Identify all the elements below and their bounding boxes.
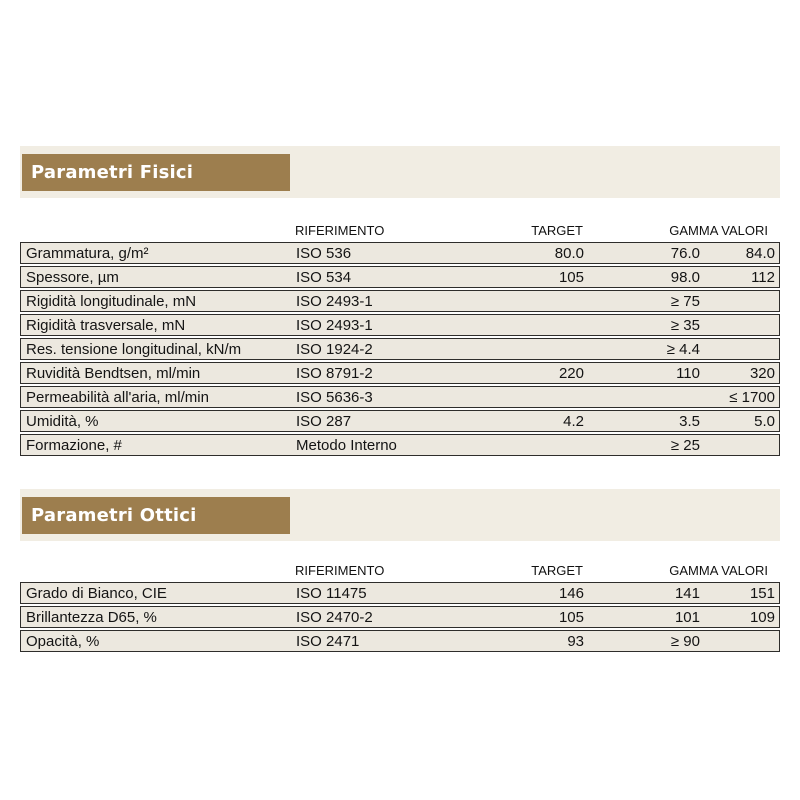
column-header-target: TARGET [531,223,583,238]
cell-gamma-min: 101 [674,608,700,626]
cell-riferimento: ISO 2493-1 [296,316,373,334]
table-row: Formazione, # Metodo Interno ≥ 25 [20,434,780,456]
cell-gamma-min: ≥ 4.4 [666,340,700,358]
section-title-fisici: Parametri Fisici [31,162,194,183]
cell-gamma-max: 109 [749,608,775,626]
cell-target: 80.0 [554,244,584,262]
column-header-gamma-valori: GAMMA VALORI [669,223,768,238]
cell-parameter: Ruvidità Bendtsen, ml/min [26,364,201,382]
cell-riferimento: ISO 11475 [296,584,367,602]
cell-gamma-min: 76.0 [670,244,700,262]
cell-parameter: Permeabilità all'aria, ml/min [26,388,209,406]
table-header-row-fisici: RIFERIMENTO TARGET GAMMA VALORI [20,220,780,238]
cell-parameter: Umidità, % [26,412,99,430]
cell-gamma-min: 3.5 [679,412,700,430]
section-title-bar-ottici: Parametri Ottici [22,497,290,534]
column-header-gamma-valori: GAMMA VALORI [669,563,768,578]
cell-gamma-min: 110 [676,364,700,382]
table-row: Grado di Bianco, CIE ISO 11475 146 141 1… [20,582,780,604]
cell-parameter: Res. tensione longitudinal, kN/m [26,340,242,358]
cell-riferimento: ISO 2493-1 [296,292,373,310]
cell-riferimento: ISO 1924-2 [296,340,373,358]
column-header-riferimento: RIFERIMENTO [295,563,385,578]
cell-gamma-max: 320 [749,364,775,382]
cell-gamma-min: ≥ 25 [670,436,700,454]
section-title-ottici: Parametri Ottici [31,505,197,526]
cell-target: 220 [558,364,584,382]
table-row: Rigidità longitudinale, mN ISO 2493-1 ≥ … [20,290,780,312]
table-fisici: Grammatura, g/m² ISO 536 80.0 76.0 84.0 … [20,242,780,458]
table-ottici: Grado di Bianco, CIE ISO 11475 146 141 1… [20,582,780,654]
cell-gamma-max: 5.0 [754,412,775,430]
cell-parameter: Formazione, # [26,436,122,454]
table-row: Grammatura, g/m² ISO 536 80.0 76.0 84.0 [20,242,780,264]
cell-riferimento: ISO 2471 [296,632,360,650]
table-row: Res. tensione longitudinal, kN/m ISO 192… [20,338,780,360]
table-row: Permeabilità all'aria, ml/min ISO 5636-3… [20,386,780,408]
cell-riferimento: ISO 8791-2 [296,364,373,382]
cell-riferimento: ISO 534 [296,268,352,286]
cell-parameter: Spessore, µm [26,268,119,286]
cell-parameter: Brillantezza D65, % [26,608,157,626]
table-row: Rigidità trasversale, mN ISO 2493-1 ≥ 35 [20,314,780,336]
cell-gamma-max: 112 [751,268,775,286]
cell-target: 146 [558,584,584,602]
cell-gamma-max: 84.0 [745,244,775,262]
cell-gamma-min: 141 [674,584,700,602]
table-row: Brillantezza D65, % ISO 2470-2 105 101 1… [20,606,780,628]
cell-parameter: Grado di Bianco, CIE [26,584,167,602]
cell-gamma-max: ≤ 1700 [729,388,775,406]
cell-gamma-min: ≥ 35 [670,316,700,334]
cell-target: 4.2 [563,412,584,430]
section-title-bar-fisici: Parametri Fisici [22,154,290,191]
table-row: Spessore, µm ISO 534 105 98.0 112 [20,266,780,288]
table-row: Umidità, % ISO 287 4.2 3.5 5.0 [20,410,780,432]
cell-target: 93 [567,632,584,650]
cell-parameter: Grammatura, g/m² [26,244,149,262]
cell-riferimento: ISO 536 [296,244,352,262]
cell-target: 105 [558,268,584,286]
cell-target: 105 [558,608,584,626]
cell-riferimento: ISO 2470-2 [296,608,373,626]
column-header-riferimento: RIFERIMENTO [295,223,385,238]
cell-gamma-min: 98.0 [670,268,700,286]
cell-gamma-max: 151 [749,584,775,602]
cell-parameter: Rigidità trasversale, mN [26,316,186,334]
cell-riferimento: Metodo Interno [296,436,397,454]
cell-gamma-min: ≥ 75 [670,292,700,310]
table-row: Opacità, % ISO 2471 93 ≥ 90 [20,630,780,652]
table-header-row-ottici: RIFERIMENTO TARGET GAMMA VALORI [20,560,780,578]
cell-parameter: Rigidità longitudinale, mN [26,292,197,310]
column-header-target: TARGET [531,563,583,578]
table-row: Ruvidità Bendtsen, ml/min ISO 8791-2 220… [20,362,780,384]
cell-gamma-min: ≥ 90 [670,632,700,650]
cell-riferimento: ISO 5636-3 [296,388,373,406]
cell-parameter: Opacità, % [26,632,100,650]
cell-riferimento: ISO 287 [296,412,352,430]
